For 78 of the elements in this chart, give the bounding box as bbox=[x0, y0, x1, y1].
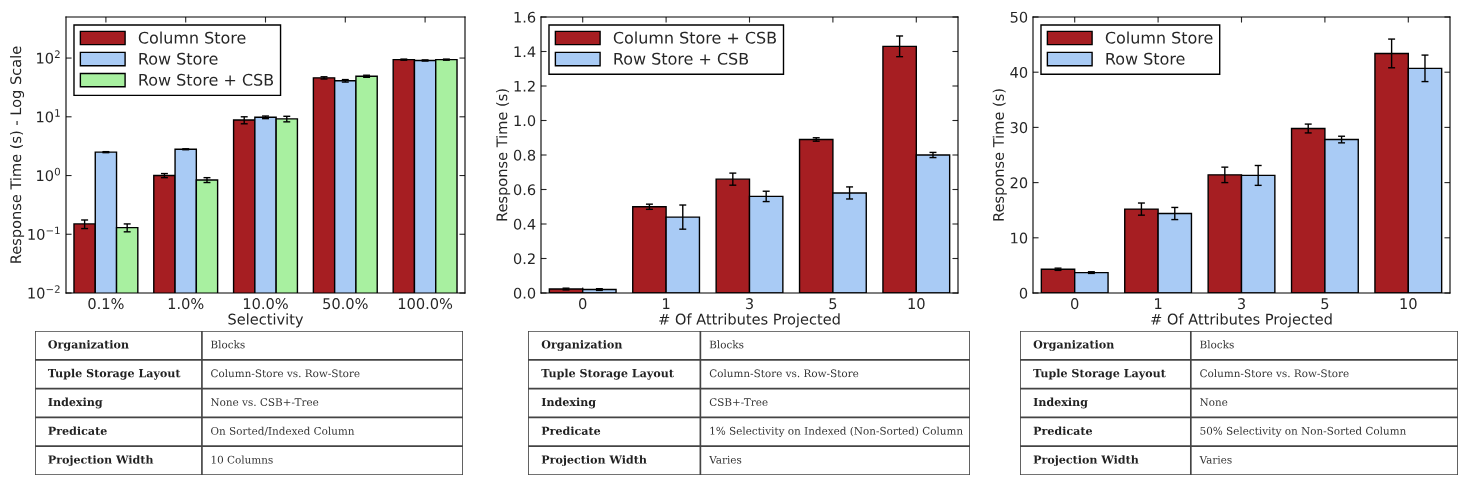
x-axis-title: # Of Attributes Projected bbox=[659, 313, 840, 328]
category-label: Organization bbox=[48, 339, 129, 351]
category-label: Predicate bbox=[48, 426, 107, 436]
category-label: Predicate bbox=[541, 426, 601, 436]
x-tick-label: 3 bbox=[1237, 298, 1245, 310]
legend-label: Row Store bbox=[139, 52, 218, 65]
category-label: Predicate bbox=[1033, 426, 1093, 436]
x-tick-label: 10 bbox=[908, 298, 925, 310]
y-tick-label: 10$^{−1}$ bbox=[28, 226, 60, 240]
x-tick-label: 0 bbox=[1071, 298, 1079, 310]
category-label: Tuple Storage Layout bbox=[541, 368, 674, 380]
y-tick-label: 1.4 bbox=[514, 46, 536, 58]
y-tick-label: 1.6 bbox=[514, 11, 536, 23]
y-axis-title: Response Time (s) bbox=[992, 89, 1007, 221]
x-tick-label: 1 bbox=[663, 298, 670, 309]
x-tick-label: 10.0% bbox=[243, 298, 288, 310]
legend-label: Column Store + CSB bbox=[613, 31, 776, 44]
text: Column-Store vs. Row-Store bbox=[1200, 369, 1349, 378]
x-tick-label: 0.1% bbox=[88, 298, 124, 310]
y-tick-label: 0.8 bbox=[513, 149, 536, 161]
y-tick-label: 50 bbox=[1010, 11, 1028, 23]
text: CSB+-Tree bbox=[709, 398, 768, 407]
x-tick-label: 5 bbox=[829, 298, 837, 310]
y-tick-label: 1.0 bbox=[514, 115, 536, 127]
y-tick-label: 1.2 bbox=[514, 80, 535, 92]
text: Varies bbox=[709, 455, 742, 464]
text: Blocks bbox=[1200, 340, 1234, 349]
x-tick-label: 3 bbox=[745, 298, 753, 310]
legend-label: Row Store + CSB bbox=[139, 73, 274, 86]
y-tick-label: 10$^{1}$ bbox=[37, 109, 60, 123]
y-axis-title: Response Time (s) - Log Scale bbox=[9, 46, 25, 263]
category-label: Indexing bbox=[1033, 397, 1088, 409]
category-label: Indexing bbox=[48, 397, 103, 409]
text: Blocks bbox=[211, 340, 245, 349]
y-tick-label: 40 bbox=[1010, 66, 1028, 78]
text: Blocks bbox=[709, 340, 744, 349]
x-tick-label: 1.0% bbox=[168, 298, 204, 310]
category-label: Organization bbox=[1033, 339, 1115, 351]
x-tick-label: 100.0% bbox=[398, 298, 453, 310]
category-label: Projection Width bbox=[541, 455, 647, 467]
text: None vs. CSB+-Tree bbox=[210, 398, 319, 407]
category-label: Indexing bbox=[541, 397, 596, 409]
y-tick-label: 10$^{−2}$ bbox=[28, 285, 60, 299]
y-tick-label: 0.0 bbox=[513, 287, 536, 299]
y-tick-label: 0.4 bbox=[513, 218, 536, 230]
x-tick-label: 5 bbox=[1321, 298, 1329, 310]
category-label: Organization bbox=[541, 339, 623, 351]
legend-label: Column Store bbox=[1105, 31, 1213, 44]
legend-label: Column Store bbox=[138, 31, 246, 44]
y-tick-label: 0.6 bbox=[513, 184, 536, 196]
text: None bbox=[1200, 398, 1228, 407]
x-tick-label: 10 bbox=[1400, 298, 1417, 310]
text: Varies bbox=[1199, 455, 1232, 464]
y-tick-label: 10 bbox=[1011, 232, 1028, 244]
category-label: Projection Width bbox=[48, 455, 154, 467]
y-tick-label: 0 bbox=[1019, 287, 1028, 299]
text: 10 Columns bbox=[211, 455, 273, 464]
category-label: Tuple Storage Layout bbox=[1033, 368, 1166, 380]
legend-label: Row Store + CSB bbox=[614, 52, 749, 65]
x-axis-title: # Of Attributes Projected bbox=[1151, 313, 1332, 328]
y-tick-label: 10$^{2}$ bbox=[37, 50, 60, 64]
text: Column-Store vs. Row-Store bbox=[211, 369, 360, 378]
y-tick-label: 10$^{0}$ bbox=[37, 167, 60, 182]
x-tick-label: 1 bbox=[1155, 298, 1162, 309]
y-tick-label: 20 bbox=[1010, 177, 1028, 189]
text: 50% Selectivity on Non-Sorted Column bbox=[1200, 426, 1406, 437]
legend-label: Row Store bbox=[1106, 52, 1185, 65]
x-tick-label: 0 bbox=[579, 298, 587, 310]
y-axis-title: Response Time (s) bbox=[496, 89, 511, 221]
text: 1% Selectivity on Indexed (Non-Sorted) Column bbox=[710, 426, 963, 437]
y-tick-label: 30 bbox=[1010, 122, 1028, 134]
category-label: Tuple Storage Layout bbox=[47, 368, 181, 380]
x-tick-label: 50.0% bbox=[323, 298, 368, 310]
category-label: Projection Width bbox=[1033, 455, 1139, 467]
text: Column-Store vs. Row-Store bbox=[709, 369, 859, 378]
y-tick-label: 0.2 bbox=[513, 253, 535, 265]
text: On Sorted/Indexed Column bbox=[211, 426, 355, 436]
x-axis-title: Selectivity bbox=[228, 313, 304, 328]
